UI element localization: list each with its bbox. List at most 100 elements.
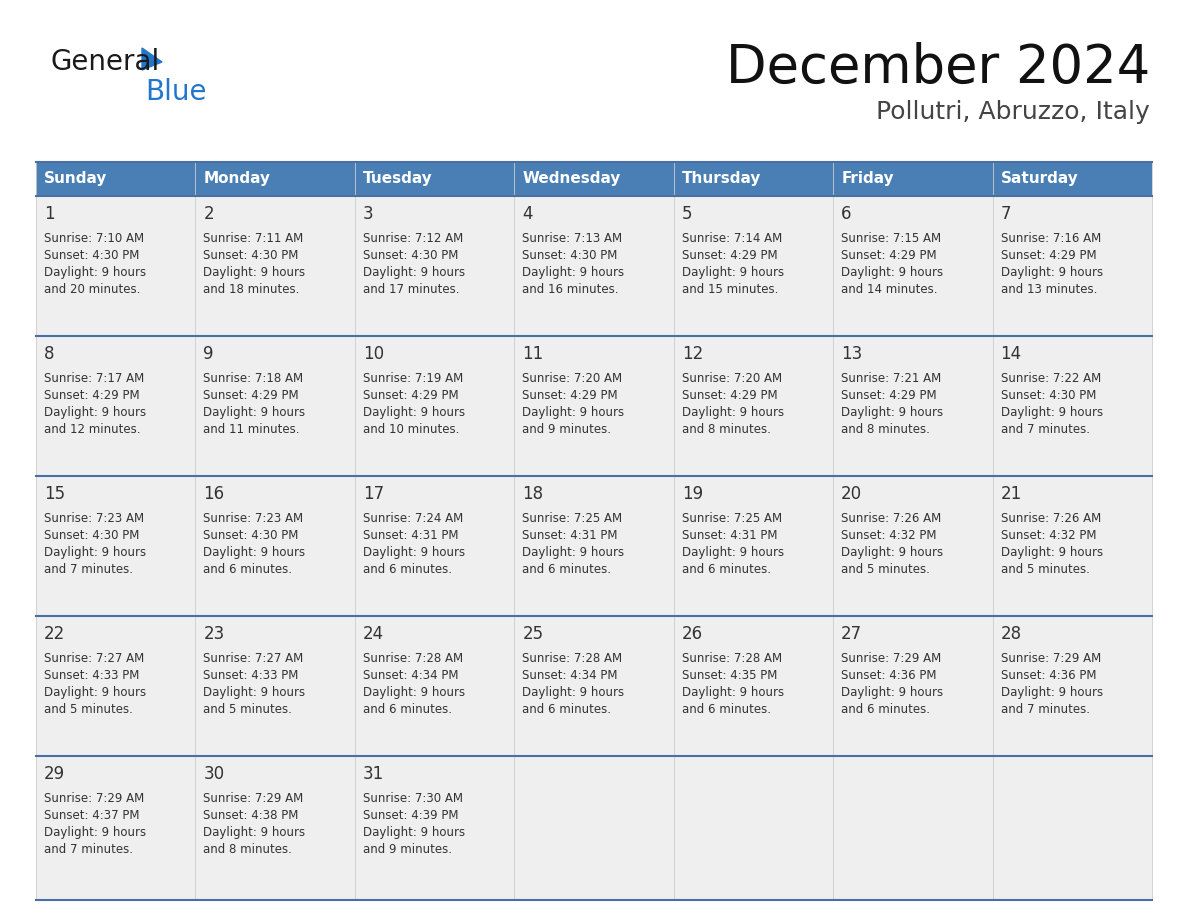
Text: Sunset: 4:39 PM: Sunset: 4:39 PM [362,809,459,822]
Text: Sunrise: 7:18 AM: Sunrise: 7:18 AM [203,372,304,385]
Text: Sunrise: 7:29 AM: Sunrise: 7:29 AM [203,792,304,805]
Text: Sunrise: 7:13 AM: Sunrise: 7:13 AM [523,232,623,245]
Text: Sunrise: 7:17 AM: Sunrise: 7:17 AM [44,372,144,385]
Bar [833,336,992,476]
Bar [992,476,1152,616]
Bar [355,616,514,756]
Bar [992,196,1152,336]
Text: and 6 minutes.: and 6 minutes. [362,563,451,576]
Text: and 8 minutes.: and 8 minutes. [682,423,771,436]
Text: Sunset: 4:30 PM: Sunset: 4:30 PM [203,529,299,542]
Bar [196,336,355,476]
Text: 1: 1 [44,205,55,223]
Text: Sunrise: 7:25 AM: Sunrise: 7:25 AM [682,512,782,525]
Text: 23: 23 [203,625,225,643]
Text: and 10 minutes.: and 10 minutes. [362,423,460,436]
Bar [355,196,514,336]
Text: Sunset: 4:36 PM: Sunset: 4:36 PM [841,669,936,682]
Text: Daylight: 9 hours: Daylight: 9 hours [841,546,943,559]
Text: 17: 17 [362,485,384,503]
Text: and 5 minutes.: and 5 minutes. [203,703,292,716]
Text: Daylight: 9 hours: Daylight: 9 hours [44,686,146,699]
Bar [36,616,196,756]
Text: Daylight: 9 hours: Daylight: 9 hours [682,546,784,559]
Text: Sunrise: 7:14 AM: Sunrise: 7:14 AM [682,232,782,245]
Text: Daylight: 9 hours: Daylight: 9 hours [523,686,625,699]
Text: Sunset: 4:33 PM: Sunset: 4:33 PM [203,669,299,682]
Text: Sunset: 4:31 PM: Sunset: 4:31 PM [362,529,459,542]
Bar [992,616,1152,756]
Text: General: General [50,48,159,76]
Text: Daylight: 9 hours: Daylight: 9 hours [1000,266,1102,279]
Text: and 17 minutes.: and 17 minutes. [362,283,460,296]
Text: Sunset: 4:30 PM: Sunset: 4:30 PM [362,249,459,262]
Text: 20: 20 [841,485,862,503]
Text: 19: 19 [682,485,703,503]
Text: 28: 28 [1000,625,1022,643]
Text: 25: 25 [523,625,543,643]
Text: Daylight: 9 hours: Daylight: 9 hours [203,546,305,559]
Text: and 9 minutes.: and 9 minutes. [362,843,451,856]
Text: Sunrise: 7:20 AM: Sunrise: 7:20 AM [523,372,623,385]
Bar [992,162,1152,196]
Text: 22: 22 [44,625,65,643]
Text: and 7 minutes.: and 7 minutes. [44,563,133,576]
Text: and 12 minutes.: and 12 minutes. [44,423,140,436]
Bar [674,196,833,336]
Text: Sunrise: 7:20 AM: Sunrise: 7:20 AM [682,372,782,385]
Text: Daylight: 9 hours: Daylight: 9 hours [362,826,465,839]
Text: Sunday: Sunday [44,172,107,186]
Bar [992,756,1152,900]
Text: 18: 18 [523,485,543,503]
Text: Daylight: 9 hours: Daylight: 9 hours [1000,406,1102,419]
Text: and 14 minutes.: and 14 minutes. [841,283,937,296]
Text: Sunset: 4:29 PM: Sunset: 4:29 PM [523,389,618,402]
Bar [833,476,992,616]
Text: Sunrise: 7:24 AM: Sunrise: 7:24 AM [362,512,463,525]
Text: Sunrise: 7:28 AM: Sunrise: 7:28 AM [362,652,463,665]
Text: 27: 27 [841,625,862,643]
Text: 26: 26 [682,625,703,643]
Text: Daylight: 9 hours: Daylight: 9 hours [362,546,465,559]
Text: Daylight: 9 hours: Daylight: 9 hours [682,686,784,699]
Text: Daylight: 9 hours: Daylight: 9 hours [44,406,146,419]
Text: 12: 12 [682,345,703,363]
Text: 11: 11 [523,345,544,363]
Text: 4: 4 [523,205,532,223]
Text: and 6 minutes.: and 6 minutes. [523,563,612,576]
Text: 7: 7 [1000,205,1011,223]
Text: 31: 31 [362,765,384,783]
Text: Sunset: 4:30 PM: Sunset: 4:30 PM [44,529,139,542]
Text: Sunset: 4:32 PM: Sunset: 4:32 PM [841,529,936,542]
Text: Sunrise: 7:28 AM: Sunrise: 7:28 AM [523,652,623,665]
Text: Sunset: 4:29 PM: Sunset: 4:29 PM [203,389,299,402]
Text: and 20 minutes.: and 20 minutes. [44,283,140,296]
Text: Sunrise: 7:29 AM: Sunrise: 7:29 AM [44,792,144,805]
Text: Sunset: 4:31 PM: Sunset: 4:31 PM [682,529,777,542]
Text: Daylight: 9 hours: Daylight: 9 hours [1000,686,1102,699]
Text: and 5 minutes.: and 5 minutes. [44,703,133,716]
Text: and 7 minutes.: and 7 minutes. [44,843,133,856]
Text: Daylight: 9 hours: Daylight: 9 hours [841,266,943,279]
Text: Sunrise: 7:15 AM: Sunrise: 7:15 AM [841,232,941,245]
Bar [36,196,196,336]
Text: Daylight: 9 hours: Daylight: 9 hours [44,546,146,559]
Text: and 7 minutes.: and 7 minutes. [1000,423,1089,436]
Text: Daylight: 9 hours: Daylight: 9 hours [523,406,625,419]
Polygon shape [143,48,162,70]
Text: 8: 8 [44,345,55,363]
Bar [355,336,514,476]
Text: Sunset: 4:34 PM: Sunset: 4:34 PM [362,669,459,682]
Text: Sunrise: 7:22 AM: Sunrise: 7:22 AM [1000,372,1101,385]
Text: Sunset: 4:37 PM: Sunset: 4:37 PM [44,809,139,822]
Bar [355,162,514,196]
Bar [674,162,833,196]
Text: Sunset: 4:30 PM: Sunset: 4:30 PM [1000,389,1097,402]
Text: Sunrise: 7:10 AM: Sunrise: 7:10 AM [44,232,144,245]
Text: Sunrise: 7:19 AM: Sunrise: 7:19 AM [362,372,463,385]
Bar [36,336,196,476]
Bar [833,756,992,900]
Text: Sunrise: 7:26 AM: Sunrise: 7:26 AM [841,512,941,525]
Bar [355,476,514,616]
Text: Daylight: 9 hours: Daylight: 9 hours [682,266,784,279]
